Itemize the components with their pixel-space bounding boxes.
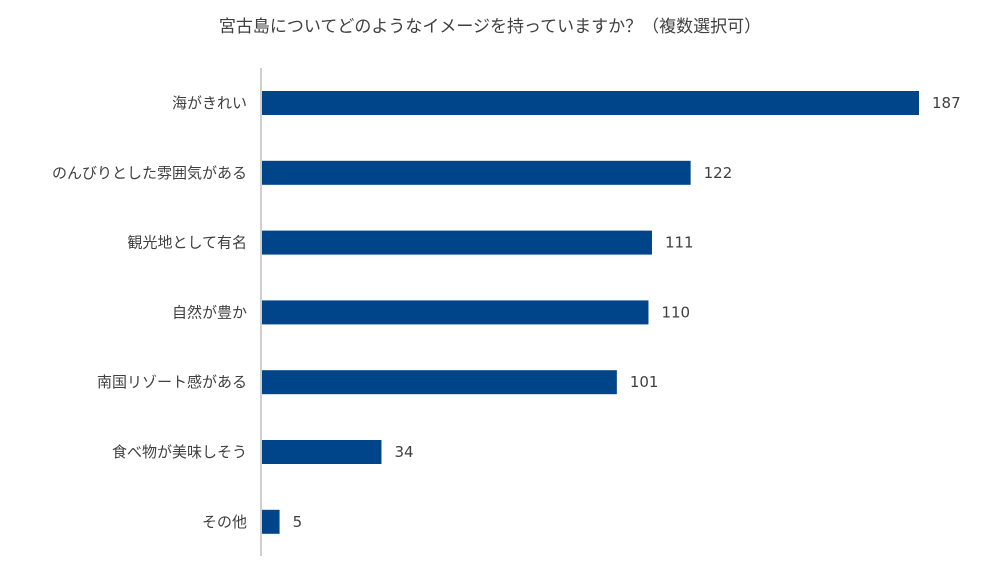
category-label: 食べ物が美味しそう bbox=[112, 443, 247, 461]
data-label: 122 bbox=[704, 164, 733, 182]
category-label: のんびりとした雰囲気がある bbox=[52, 164, 247, 182]
data-label: 187 bbox=[932, 94, 961, 112]
bar bbox=[262, 230, 652, 255]
category-label: 観光地として有名 bbox=[127, 234, 247, 252]
category-label: その他 bbox=[202, 513, 247, 531]
bar bbox=[262, 440, 382, 464]
bar bbox=[262, 91, 919, 115]
data-label: 34 bbox=[394, 443, 413, 461]
category-label: 自然が豊か bbox=[172, 303, 247, 321]
data-label: 5 bbox=[293, 513, 303, 531]
bars-group: 海がきれい 187 のんびりとした雰囲気がある 122 観光地として有名 111 自然が豊か… bbox=[52, 91, 961, 534]
bar bbox=[262, 509, 280, 534]
data-label: 110 bbox=[661, 303, 690, 321]
data-label: 101 bbox=[630, 373, 659, 391]
category-label: 南国リゾート感がある bbox=[97, 373, 247, 391]
bar bbox=[262, 370, 617, 395]
chart-title: 宮古島についてどのようなイメージを持っていますか？（複数選択可） bbox=[219, 17, 761, 37]
bar bbox=[262, 300, 649, 325]
bar bbox=[262, 160, 691, 185]
category-label: 海がきれい bbox=[172, 94, 247, 112]
data-label: 111 bbox=[665, 234, 694, 252]
